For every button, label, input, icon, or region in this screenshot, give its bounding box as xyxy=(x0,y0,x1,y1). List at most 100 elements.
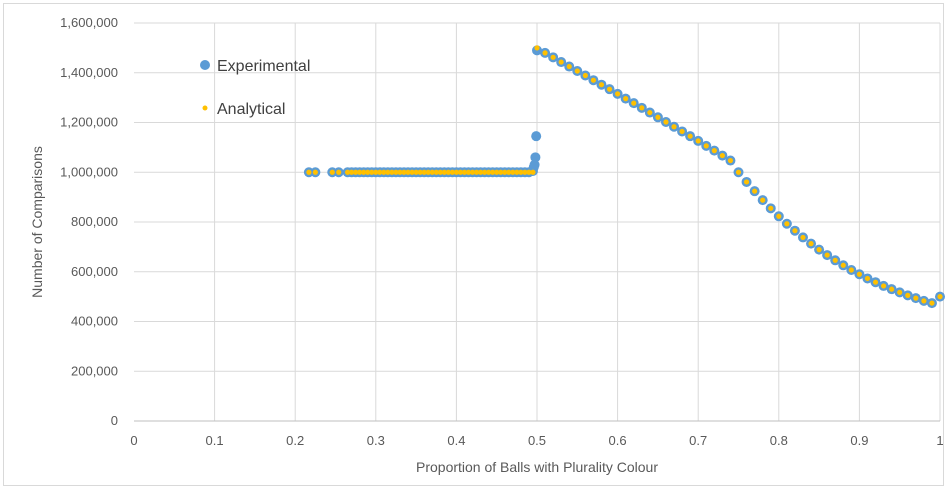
series-analytical xyxy=(306,45,943,306)
data-point-analytical xyxy=(397,169,403,175)
data-point-analytical xyxy=(353,169,359,175)
data-point-analytical xyxy=(401,169,407,175)
data-point-analytical xyxy=(776,213,782,219)
data-point-analytical xyxy=(590,77,597,83)
data-point-analytical xyxy=(655,114,661,120)
data-point-analytical xyxy=(421,169,427,175)
x-tick-label: 1 xyxy=(936,433,943,448)
data-point-analytical xyxy=(848,267,854,273)
data-point-analytical xyxy=(550,54,556,60)
data-point-analytical xyxy=(336,169,342,175)
data-point-analytical xyxy=(522,169,528,175)
data-point-analytical xyxy=(606,86,613,92)
x-tick-label: 0.6 xyxy=(609,433,627,448)
data-point-experimental xyxy=(531,131,542,142)
data-point-analytical xyxy=(526,169,532,175)
x-tick-label: 0.2 xyxy=(286,433,304,448)
data-point-analytical xyxy=(760,197,766,203)
data-point-analytical xyxy=(377,169,383,175)
data-point-analytical xyxy=(735,169,742,175)
data-point-analytical xyxy=(469,169,476,175)
data-point-analytical xyxy=(498,169,504,175)
data-point-analytical xyxy=(832,257,838,263)
data-point-analytical xyxy=(457,169,464,175)
data-point-analytical xyxy=(574,68,580,74)
y-tick-label: 600,000 xyxy=(71,264,118,279)
data-point-analytical xyxy=(913,295,919,301)
y-tick-label: 0 xyxy=(111,413,118,428)
data-point-analytical xyxy=(679,128,685,135)
data-point-analytical xyxy=(752,188,758,194)
x-tick-label: 0.3 xyxy=(367,433,385,448)
data-point-analytical xyxy=(357,169,363,175)
data-point-analytical xyxy=(433,169,439,175)
x-axis-title: Proportion of Balls with Plurality Colou… xyxy=(416,459,658,475)
data-point-analytical xyxy=(905,292,911,298)
data-point-analytical xyxy=(864,275,871,282)
data-point-analytical xyxy=(473,169,480,175)
legend-label-experimental: Experimental xyxy=(217,58,310,75)
data-point-analytical xyxy=(598,82,605,88)
data-point-analytical xyxy=(695,138,701,144)
data-point-analytical xyxy=(510,169,516,175)
y-tick-label: 400,000 xyxy=(71,314,118,329)
data-point-analytical xyxy=(306,169,312,175)
data-point-analytical xyxy=(623,96,629,102)
data-point-analytical xyxy=(792,228,798,234)
data-point-analytical xyxy=(385,169,391,175)
data-point-analytical xyxy=(486,169,492,175)
data-point-analytical xyxy=(711,148,717,154)
data-point-analytical xyxy=(445,169,451,175)
data-point-analytical xyxy=(929,300,935,306)
data-point-analytical xyxy=(937,294,943,300)
data-point-analytical xyxy=(365,169,371,175)
data-point-analytical xyxy=(494,169,500,175)
data-point-analytical xyxy=(389,169,395,175)
series-experimental xyxy=(303,45,945,309)
data-point-analytical xyxy=(558,59,564,65)
y-tick-label: 200,000 xyxy=(71,363,118,378)
data-point-analytical xyxy=(361,169,367,175)
data-point-analytical xyxy=(490,169,496,175)
y-tick-label: 800,000 xyxy=(71,214,118,229)
data-point-analytical xyxy=(889,286,895,292)
data-point-analytical xyxy=(373,169,379,175)
data-point-analytical xyxy=(615,91,621,97)
data-point-analytical xyxy=(449,169,455,175)
x-tick-label: 0.9 xyxy=(850,433,868,448)
data-point-analytical xyxy=(872,279,879,285)
data-point-analytical xyxy=(768,205,774,211)
data-point-analytical xyxy=(582,72,588,79)
data-point-analytical xyxy=(417,169,423,175)
data-point-analytical xyxy=(880,283,887,289)
data-point-analytical xyxy=(824,252,830,258)
legend-marker-experimental xyxy=(200,60,210,70)
data-point-analytical xyxy=(647,109,653,116)
data-point-analytical xyxy=(727,157,734,164)
data-point-analytical xyxy=(349,169,355,175)
data-point-analytical xyxy=(856,271,863,277)
data-point-analytical xyxy=(542,50,548,56)
data-point-analytical xyxy=(502,169,508,175)
y-tick-labels: 0 200,000 400,000 600,000 800,000 1,000,000 1,… xyxy=(60,15,118,428)
data-point-analytical xyxy=(897,289,903,295)
data-point-analytical xyxy=(429,169,435,175)
data-point-analytical xyxy=(671,124,677,130)
y-tick-label: 1,600,000 xyxy=(60,15,118,30)
chart-frame xyxy=(3,3,944,486)
data-point-analytical xyxy=(405,169,411,175)
data-point-experimental xyxy=(530,152,541,163)
x-tick-label: 0.1 xyxy=(206,433,224,448)
data-point-analytical xyxy=(840,262,846,268)
data-point-analytical xyxy=(514,169,520,175)
y-tick-label: 1,000,000 xyxy=(60,164,118,179)
data-point-analytical xyxy=(534,45,540,51)
y-axis-title: Number of Comparisons xyxy=(29,146,45,298)
data-point-analytical xyxy=(687,133,693,139)
x-tick-label: 0.5 xyxy=(528,433,546,448)
data-point-analytical xyxy=(312,169,318,175)
data-point-experimental xyxy=(529,159,540,170)
data-point-analytical xyxy=(441,169,447,175)
data-point-analytical xyxy=(639,105,645,111)
data-point-analytical xyxy=(369,169,375,175)
